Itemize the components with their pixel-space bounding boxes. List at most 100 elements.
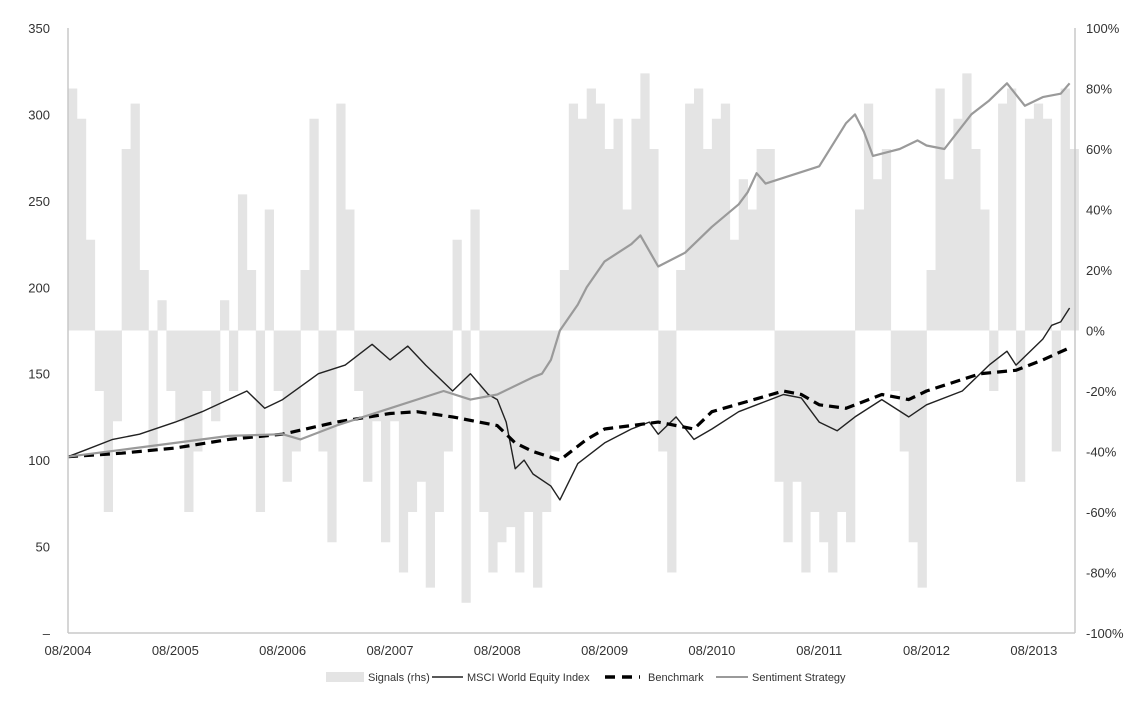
signal-bar bbox=[899, 330, 909, 452]
signal-bar bbox=[470, 209, 480, 331]
signal-bar bbox=[738, 179, 748, 331]
y-left-tick-label: 350 bbox=[28, 21, 50, 36]
signal-bar bbox=[801, 330, 811, 573]
signal-bar bbox=[76, 118, 87, 331]
signal-bar bbox=[524, 330, 534, 512]
signal-bar bbox=[336, 103, 346, 331]
signal-bar bbox=[479, 330, 489, 512]
signal-bar bbox=[363, 330, 373, 482]
y-left-tick-label: 200 bbox=[28, 280, 50, 295]
legend-label-sentiment: Sentiment Strategy bbox=[752, 672, 846, 684]
legend: Signals (rhs) MSCI World Equity Index Be… bbox=[326, 672, 846, 684]
signal-bar bbox=[819, 330, 829, 543]
signal-bar bbox=[854, 209, 865, 331]
signal-bar bbox=[318, 330, 328, 452]
signal-bar bbox=[828, 330, 838, 573]
legend-label-signals: Signals (rhs) bbox=[368, 672, 430, 684]
signal-bar bbox=[676, 270, 686, 331]
signal-bar bbox=[68, 88, 78, 331]
signal-bar bbox=[971, 149, 981, 331]
signal-bar bbox=[157, 300, 167, 331]
y-right-tick-label: -20% bbox=[1086, 384, 1117, 399]
signal-bar bbox=[202, 330, 212, 391]
signal-bar bbox=[595, 103, 605, 331]
signal-bar bbox=[300, 270, 310, 331]
signal-bar bbox=[962, 73, 972, 331]
y-left-tick-label: 100 bbox=[28, 453, 50, 468]
signal-bar bbox=[998, 103, 1008, 331]
signal-bar bbox=[220, 300, 230, 331]
legend-label-msci: MSCI World Equity Index bbox=[467, 672, 590, 684]
signal-bar bbox=[1024, 118, 1035, 331]
signal-bar bbox=[953, 118, 963, 331]
y-right-tick-label: 80% bbox=[1086, 82, 1112, 97]
signal-bar bbox=[613, 118, 623, 331]
signal-bar bbox=[452, 239, 462, 331]
signal-bar bbox=[389, 330, 400, 422]
signal-bar bbox=[1007, 88, 1017, 331]
signal-bar bbox=[291, 330, 301, 452]
y-left-tick-label: 250 bbox=[28, 194, 50, 209]
signal-bar bbox=[935, 88, 945, 331]
signal-bar bbox=[729, 239, 740, 331]
axes bbox=[67, 28, 1076, 634]
signal-bar bbox=[980, 209, 990, 331]
signal-bar bbox=[604, 149, 614, 331]
signal-bar bbox=[85, 239, 96, 331]
signal-bar bbox=[461, 330, 471, 603]
signal-bar bbox=[372, 330, 382, 422]
signal-bar bbox=[908, 330, 918, 543]
signal-bar bbox=[649, 149, 659, 331]
signal-bar bbox=[381, 330, 391, 543]
signal-bar bbox=[211, 330, 221, 422]
sentiment-strategy-line bbox=[67, 82, 1071, 458]
signal-bar bbox=[255, 330, 266, 512]
signal-bar bbox=[264, 209, 274, 331]
signal-bar bbox=[273, 330, 283, 391]
signal-bar bbox=[166, 330, 176, 391]
y-right-tick-label: 100% bbox=[1086, 21, 1120, 36]
signal-bar bbox=[926, 270, 936, 331]
signal-bar bbox=[497, 330, 507, 543]
signal-bar bbox=[765, 149, 775, 331]
legend-swatch-signals bbox=[326, 672, 364, 682]
signal-bar bbox=[1051, 330, 1061, 452]
signal-bar bbox=[622, 209, 632, 331]
benchmark-line bbox=[67, 346, 1071, 462]
signal-bar bbox=[425, 330, 435, 588]
signal-bar bbox=[488, 330, 498, 573]
y-right-tick-label: 60% bbox=[1086, 142, 1112, 157]
x-tick-label: 08/2008 bbox=[474, 643, 521, 658]
x-tick-label: 08/2010 bbox=[688, 643, 735, 658]
y-right-tick-label: -60% bbox=[1086, 505, 1117, 520]
y-right-tick-label: 40% bbox=[1086, 203, 1112, 218]
signal-bar bbox=[792, 330, 802, 482]
signal-bar bbox=[407, 330, 418, 512]
signal-bar bbox=[237, 194, 248, 331]
signal-bar bbox=[685, 103, 695, 331]
y-right-tick-label: -80% bbox=[1086, 566, 1117, 581]
signal-bar bbox=[559, 270, 570, 331]
y-left-tick-label: – bbox=[43, 626, 51, 641]
signal-bar bbox=[640, 73, 650, 331]
signal-bar bbox=[416, 330, 427, 482]
signal-bar bbox=[398, 330, 409, 573]
signal-bar bbox=[184, 330, 194, 512]
signal-bar bbox=[282, 330, 292, 482]
signal-bar bbox=[193, 330, 203, 452]
series-lines bbox=[67, 82, 1071, 501]
signal-bar bbox=[890, 330, 901, 391]
signal-bar bbox=[568, 103, 579, 331]
signal-bar bbox=[1060, 88, 1070, 331]
signal-bar bbox=[130, 103, 140, 331]
signal-bar bbox=[139, 270, 149, 331]
signal-bar bbox=[774, 330, 784, 482]
signal-bar bbox=[443, 330, 453, 452]
signals-area bbox=[68, 73, 1079, 603]
msci-world-line bbox=[67, 307, 1071, 501]
signal-bar bbox=[720, 103, 731, 331]
signal-bar bbox=[577, 118, 588, 331]
signal-bar bbox=[228, 330, 239, 391]
signal-bar bbox=[846, 330, 856, 543]
x-tick-label: 08/2005 bbox=[152, 643, 199, 658]
